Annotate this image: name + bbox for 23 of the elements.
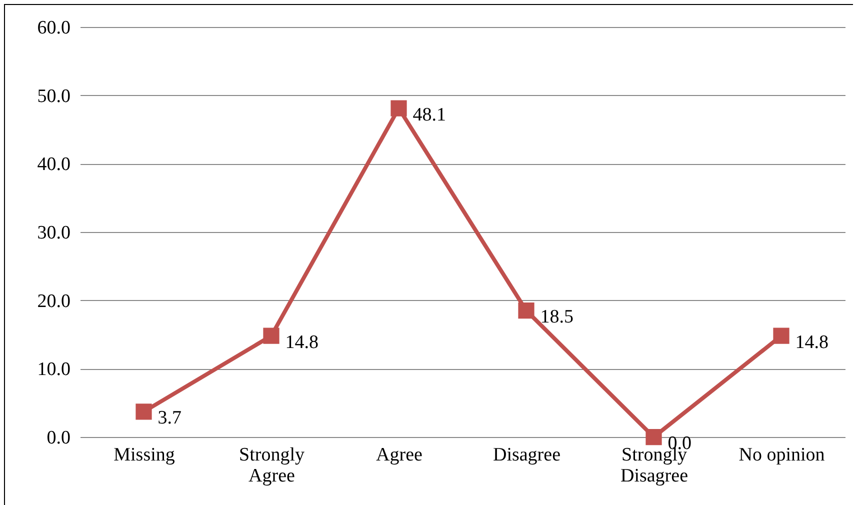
point <box>773 328 790 344</box>
x-tick-label: Missing <box>114 444 176 466</box>
point <box>646 428 662 446</box>
point <box>136 404 152 420</box>
y-tick-label: 50.0 <box>37 86 70 107</box>
x-tick-label: Disagree <box>492 444 561 466</box>
y-tick-label: 0.0 <box>46 428 70 448</box>
x-tick-label: No opinion <box>738 444 826 466</box>
point <box>390 100 407 116</box>
text: 14.8 <box>285 332 318 353</box>
point <box>518 302 534 319</box>
text: 48.1 <box>412 104 446 126</box>
text: 3.7 <box>158 408 182 429</box>
y-tick-label: 20.0 <box>37 290 70 312</box>
y-tick-label: 30.0 <box>37 222 70 244</box>
x-tick-label: Strongly Agree <box>239 444 305 486</box>
y-tick-label: 40.0 <box>37 154 70 176</box>
point <box>263 328 280 344</box>
x-tick-label: Agree <box>376 444 422 466</box>
text: 18.5 <box>540 306 574 328</box>
y-tick-label: 60.0 <box>37 18 70 38</box>
text: 14.8 <box>795 332 828 353</box>
y-tick-label: 10.0 <box>37 359 70 380</box>
